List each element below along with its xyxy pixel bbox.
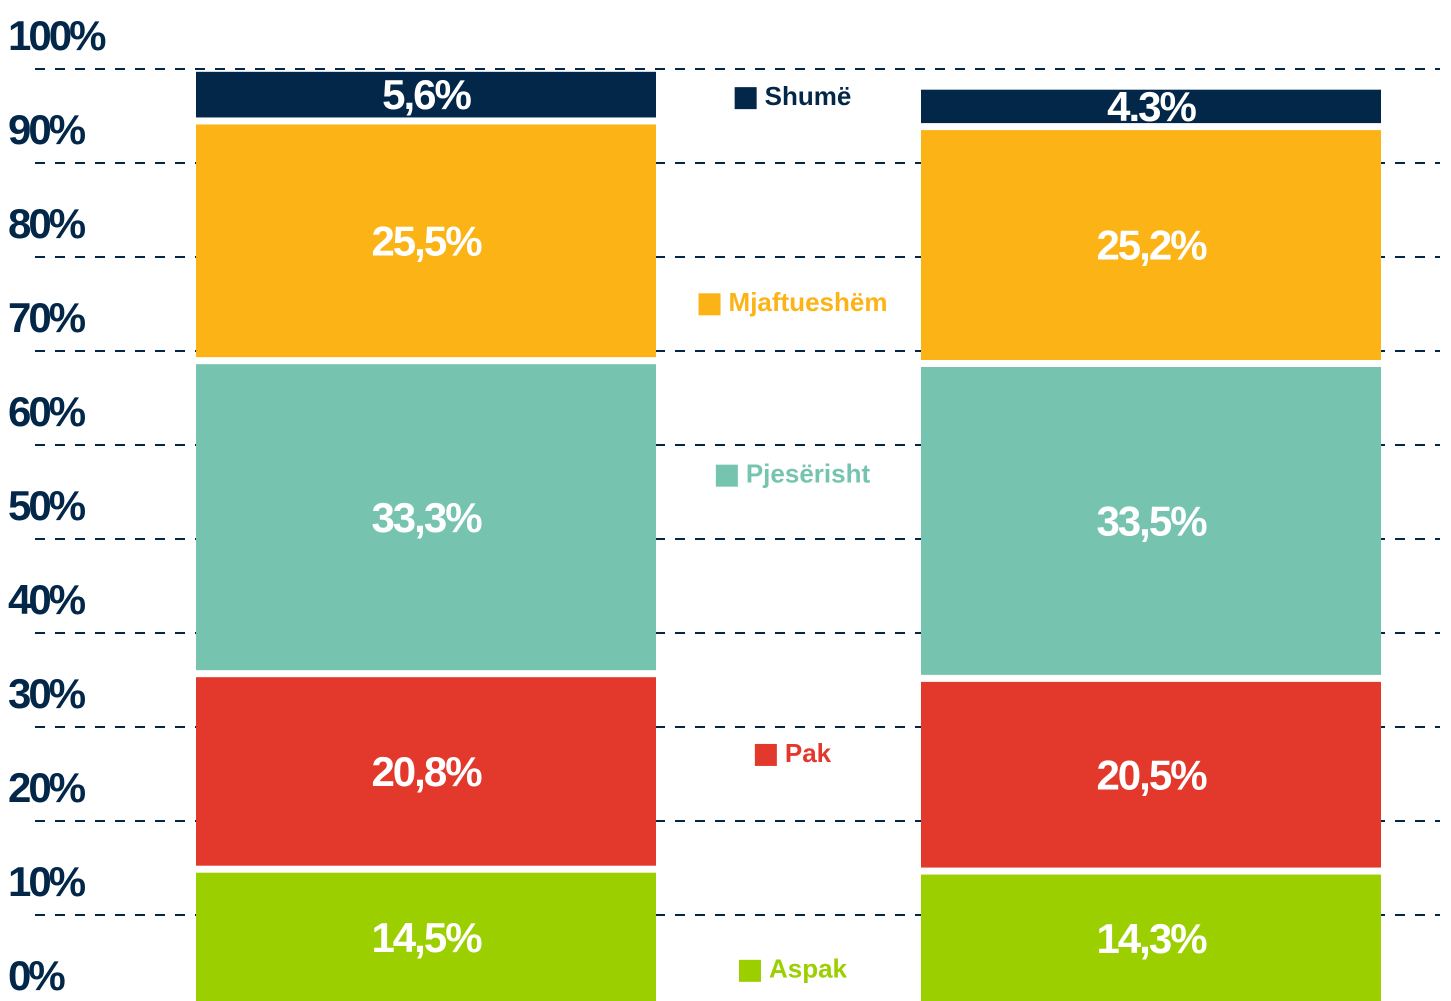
- legend-swatch: [738, 959, 761, 982]
- bar-segment: [921, 366, 1381, 675]
- legend-label: Pak: [785, 738, 832, 768]
- y-tick-label: 100%: [8, 12, 106, 59]
- value-label: 25,5%: [371, 217, 482, 264]
- bar-segment: [921, 681, 1381, 868]
- y-tick-label: 80%: [8, 200, 86, 247]
- bar-segment: [196, 364, 656, 671]
- legend-swatch: [715, 464, 738, 487]
- value-label: 14,5%: [371, 914, 482, 961]
- bar-segment: [921, 130, 1381, 360]
- value-label: 25,2%: [1096, 222, 1207, 269]
- bar-segment: [196, 124, 656, 358]
- value-label: 20,8%: [371, 748, 482, 795]
- legend-swatch: [734, 87, 757, 110]
- y-tick-label: 10%: [8, 858, 86, 905]
- value-label: 20,5%: [1096, 751, 1207, 798]
- value-label: 14,3%: [1096, 915, 1207, 962]
- bar-segment: [921, 874, 1381, 1001]
- legend-bg: [688, 286, 896, 323]
- y-tick-label: 50%: [8, 482, 86, 529]
- y-tick-label: 0%: [8, 952, 65, 999]
- legend-label: Mjaftueshëm: [729, 287, 888, 317]
- legend-label: Pjesërisht: [746, 459, 871, 489]
- legend-swatch: [698, 293, 721, 316]
- y-tick-label: 30%: [8, 670, 86, 717]
- y-tick-label: 40%: [8, 576, 86, 623]
- value-label: 5,6%: [382, 71, 471, 118]
- legend-label: Aspak: [769, 954, 848, 984]
- bar-segment: [196, 677, 656, 866]
- y-tick-label: 20%: [8, 764, 86, 811]
- bar-segment: [921, 89, 1381, 124]
- value-label: 33,5%: [1096, 498, 1207, 545]
- bar-segment: [196, 872, 656, 1001]
- value-label: 33,3%: [371, 494, 482, 541]
- y-tick-label: 60%: [8, 388, 86, 435]
- legend-label: Shumë: [765, 81, 852, 111]
- legend-swatch: [754, 743, 777, 766]
- y-tick-label: 90%: [8, 106, 86, 153]
- value-label: 4.3%: [1107, 83, 1196, 130]
- bar-segment: [196, 71, 656, 118]
- y-tick-label: 70%: [8, 294, 86, 341]
